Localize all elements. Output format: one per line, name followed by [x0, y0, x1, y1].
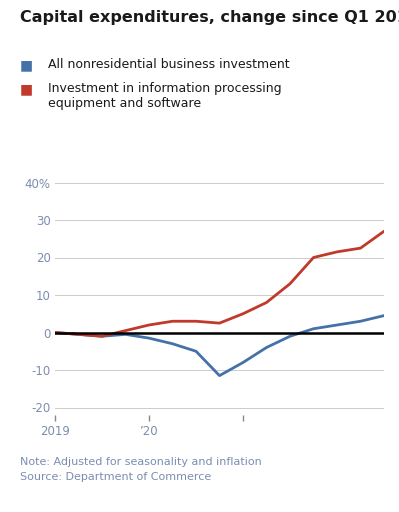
Text: ■: ■ [20, 58, 33, 72]
Text: ■: ■ [20, 82, 33, 96]
Text: Investment in information processing
equipment and software: Investment in information processing equ… [48, 82, 282, 110]
Text: Note: Adjusted for seasonality and inflation: Note: Adjusted for seasonality and infla… [20, 457, 262, 467]
Text: All nonresidential business investment: All nonresidential business investment [48, 58, 290, 71]
Text: Capital expenditures, change since Q1 2019: Capital expenditures, change since Q1 20… [20, 10, 399, 25]
Text: Source: Department of Commerce: Source: Department of Commerce [20, 472, 211, 482]
